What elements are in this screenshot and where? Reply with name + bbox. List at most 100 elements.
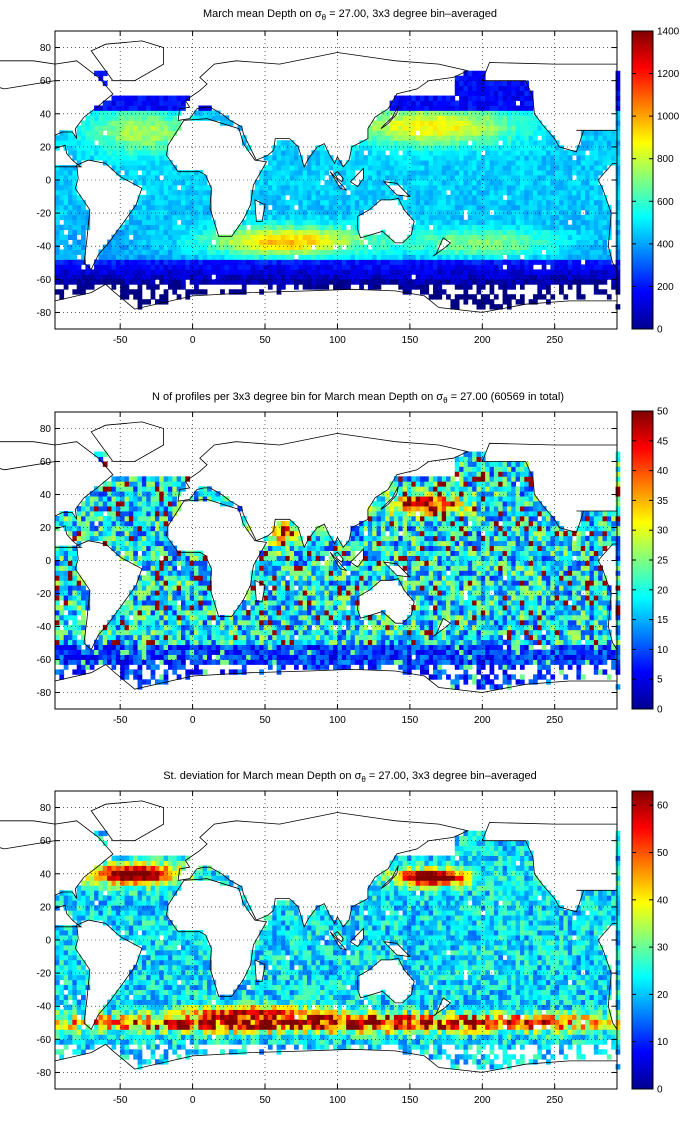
heatmap-cell xyxy=(77,225,82,230)
heatmap-cell xyxy=(372,269,377,274)
heatmap-cell xyxy=(116,245,121,250)
heatmap-cell xyxy=(159,245,164,250)
heatmap-cell xyxy=(403,170,408,175)
heatmap-cell xyxy=(142,575,147,580)
heatmap-cell xyxy=(459,269,464,274)
heatmap-cell xyxy=(503,220,508,225)
heatmap-cell xyxy=(316,185,321,190)
heatmap-cell xyxy=(103,536,108,541)
heatmap-cell xyxy=(589,140,594,145)
heatmap-cell xyxy=(524,195,529,200)
heatmap-cell xyxy=(177,230,182,235)
heatmap-cell xyxy=(72,635,77,640)
heatmap-cell xyxy=(172,615,177,620)
heatmap-cell xyxy=(172,264,177,269)
heatmap-cell xyxy=(520,160,525,165)
heatmap-cell xyxy=(603,269,608,274)
heatmap-cell xyxy=(433,185,438,190)
heatmap-cell xyxy=(485,299,490,304)
heatmap-cell xyxy=(472,125,477,130)
heatmap-cell xyxy=(164,264,169,269)
heatmap-cell xyxy=(303,245,308,250)
heatmap-cell xyxy=(442,145,447,150)
heatmap-cell xyxy=(81,155,86,160)
heatmap-cell xyxy=(142,255,147,260)
heatmap-cell xyxy=(264,245,269,250)
heatmap-cell xyxy=(546,259,551,264)
heatmap-cell xyxy=(68,215,73,220)
heatmap-cell xyxy=(559,269,564,274)
heatmap-cell xyxy=(507,91,512,96)
heatmap-cell xyxy=(307,259,312,264)
heatmap-cell xyxy=(477,120,482,125)
heatmap-cell xyxy=(324,279,329,284)
heatmap-cell xyxy=(524,200,529,205)
heatmap-cell xyxy=(446,230,451,235)
heatmap-cell xyxy=(472,215,477,220)
heatmap-cell xyxy=(251,240,256,245)
heatmap-cell xyxy=(455,165,460,170)
heatmap-cell xyxy=(485,185,490,190)
heatmap-cell xyxy=(125,664,130,669)
heatmap-cell xyxy=(494,269,499,274)
heatmap-cell xyxy=(524,91,529,96)
heatmap-cell xyxy=(507,215,512,220)
heatmap-cell xyxy=(368,140,373,145)
heatmap-cell xyxy=(164,491,169,496)
heatmap-cell xyxy=(307,279,312,284)
heatmap-cell xyxy=(442,200,447,205)
heatmap-cell xyxy=(272,175,277,180)
heatmap-cell xyxy=(111,279,116,284)
heatmap-cell xyxy=(520,120,525,125)
heatmap-cell xyxy=(563,200,568,205)
heatmap-cell xyxy=(138,620,143,625)
heatmap-cell xyxy=(455,195,460,200)
heatmap-cell xyxy=(450,145,455,150)
heatmap-cell xyxy=(151,279,156,284)
heatmap-cell xyxy=(342,170,347,175)
heatmap-cell xyxy=(198,215,203,220)
heatmap-cell xyxy=(407,259,412,264)
heatmap-cell xyxy=(94,155,99,160)
heatmap-cell xyxy=(524,264,529,269)
heatmap-cell xyxy=(220,259,225,264)
heatmap-cell xyxy=(416,264,421,269)
heatmap-cell xyxy=(303,180,308,185)
heatmap-cell xyxy=(411,200,416,205)
heatmap-cell xyxy=(507,294,512,299)
heatmap-cell xyxy=(190,655,195,660)
heatmap-cell xyxy=(555,170,560,175)
heatmap-cell xyxy=(77,655,82,660)
heatmap-cell xyxy=(111,496,116,501)
heatmap-cell xyxy=(616,160,621,165)
heatmap-cell xyxy=(407,125,412,130)
heatmap-cell xyxy=(77,664,82,669)
heatmap-cell xyxy=(520,190,525,195)
heatmap-cell xyxy=(133,615,138,620)
heatmap-cell xyxy=(459,135,464,140)
heatmap-cell xyxy=(442,101,447,106)
heatmap-cell xyxy=(529,279,534,284)
heatmap-cell xyxy=(81,240,86,245)
heatmap-cell xyxy=(68,190,73,195)
heatmap-cell xyxy=(64,235,69,240)
heatmap-cell xyxy=(537,230,542,235)
heatmap-cell xyxy=(77,130,82,135)
heatmap-cell xyxy=(151,125,156,130)
heatmap-cell xyxy=(142,155,147,160)
heatmap-cell xyxy=(194,250,199,255)
heatmap-cell xyxy=(133,674,138,679)
heatmap-cell xyxy=(598,220,603,225)
heatmap-cell xyxy=(472,210,477,215)
heatmap-cell xyxy=(529,250,534,255)
heatmap-cell xyxy=(542,255,547,260)
heatmap-cell xyxy=(324,180,329,185)
heatmap-cell xyxy=(107,501,112,506)
heatmap-cell xyxy=(585,135,590,140)
heatmap-cell xyxy=(516,245,521,250)
heatmap-cell xyxy=(555,240,560,245)
heatmap-cell xyxy=(151,96,156,101)
heatmap-cell xyxy=(211,110,216,115)
heatmap-cell xyxy=(272,230,277,235)
heatmap-cell xyxy=(424,245,429,250)
